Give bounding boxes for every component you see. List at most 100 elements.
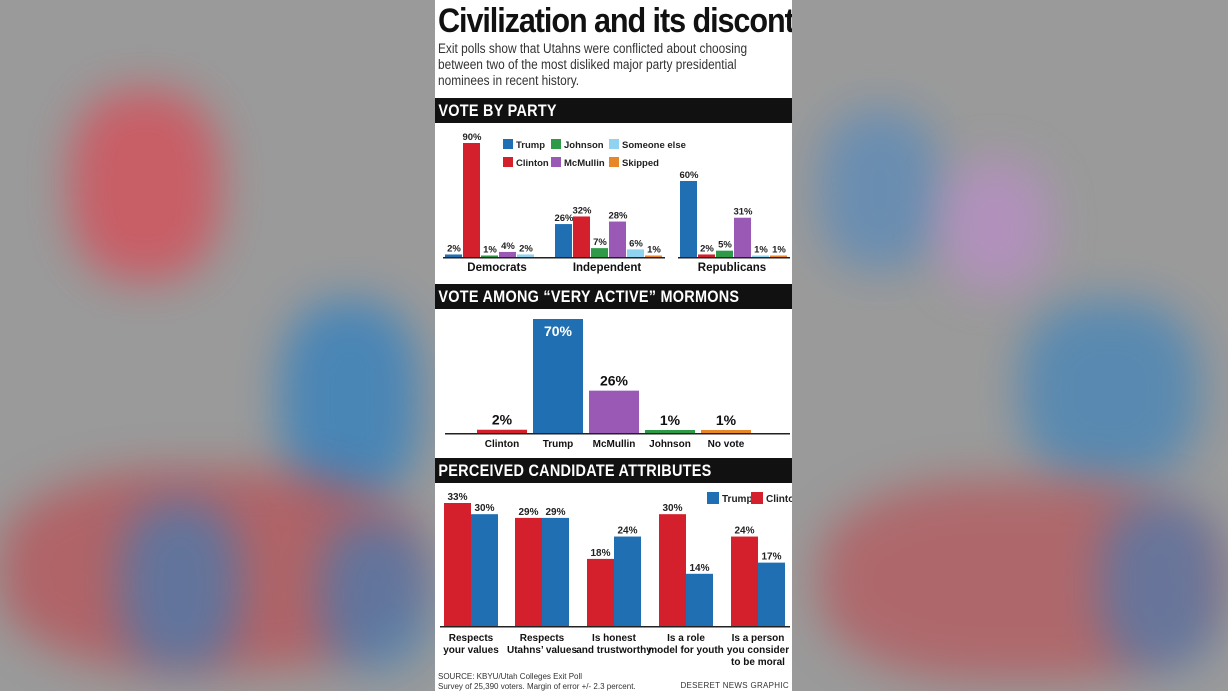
axis-line bbox=[445, 433, 790, 435]
category-label: to be moral bbox=[731, 657, 785, 668]
category-label: model for youth bbox=[648, 645, 724, 656]
data-label: 60% bbox=[679, 170, 699, 181]
category-label: your values bbox=[443, 645, 499, 656]
bar-clinton bbox=[477, 429, 527, 433]
legend-label: McMullin bbox=[564, 158, 605, 169]
data-label: 5% bbox=[718, 240, 732, 251]
legend-label: Trump bbox=[516, 140, 545, 151]
bar-clinton-4 bbox=[659, 514, 686, 626]
bar-trump-1 bbox=[471, 514, 498, 626]
bar-independent-someone-else bbox=[627, 249, 644, 257]
mormon-vote-chart: 2% Clinton 70% Trump 26% McMullin 1% Johnson 1% N… bbox=[445, 319, 790, 450]
category-label: McMullin bbox=[593, 439, 636, 450]
data-label: 1% bbox=[754, 245, 768, 256]
bar-clinton-1 bbox=[444, 503, 471, 626]
section-header-attributes: PERCEIVED CANDIDATE ATTRIBUTES bbox=[435, 458, 792, 483]
data-label: 6% bbox=[629, 238, 643, 249]
data-label: 4% bbox=[501, 241, 515, 252]
data-label: 1% bbox=[660, 412, 681, 428]
category-label: Is a person bbox=[732, 633, 785, 644]
data-label: 1% bbox=[647, 245, 661, 256]
bar-independent-skipped bbox=[645, 255, 662, 257]
data-label: 24% bbox=[617, 526, 637, 537]
category-label: Respects bbox=[520, 633, 565, 644]
category-label: No vote bbox=[708, 439, 745, 450]
category-label: Trump bbox=[543, 439, 574, 450]
bar-trump-3 bbox=[614, 536, 641, 626]
bar-trump-5 bbox=[758, 562, 785, 626]
bar-republicans-someone-else bbox=[752, 255, 769, 257]
data-label: 33% bbox=[447, 492, 467, 503]
data-label: 2% bbox=[519, 243, 533, 254]
bar-republicans-trump bbox=[680, 181, 697, 257]
data-label: 14% bbox=[689, 563, 709, 574]
bar-republicans-johnson bbox=[716, 250, 733, 257]
axis-line bbox=[553, 257, 665, 259]
legend-swatch bbox=[551, 139, 561, 149]
legend-swatch bbox=[707, 492, 719, 504]
data-label: 2% bbox=[700, 243, 714, 254]
data-label: 90% bbox=[462, 132, 482, 143]
legend-label: Someone else bbox=[622, 140, 686, 151]
data-label: 7% bbox=[593, 237, 607, 248]
bar-independent-clinton bbox=[573, 216, 590, 257]
bar-republicans-clinton bbox=[698, 254, 715, 257]
bar-no-vote bbox=[701, 430, 751, 433]
category-label: Johnson bbox=[649, 439, 691, 450]
bar-trump-4 bbox=[686, 573, 713, 626]
category-label: Is honest bbox=[592, 633, 637, 644]
category-label: Respects bbox=[449, 633, 494, 644]
data-label: 24% bbox=[734, 526, 754, 537]
page-title: Civilization and its discontents bbox=[438, 2, 792, 40]
legend-label: Skipped bbox=[622, 158, 659, 169]
bar-democrats-clinton bbox=[463, 143, 480, 257]
category-label: you consider bbox=[727, 645, 789, 656]
bar-republicans-mcmullin bbox=[734, 217, 751, 257]
legend-swatch bbox=[609, 139, 619, 149]
infographic-panel: Civilization and its discontents Exit po… bbox=[435, 0, 792, 691]
legend-swatch bbox=[503, 157, 513, 167]
section-header-mormon: VOTE AMONG “VERY ACTIVE” MORMONS bbox=[435, 284, 792, 309]
data-label: 18% bbox=[590, 548, 610, 559]
data-label: 31% bbox=[733, 207, 753, 218]
bar-trump bbox=[533, 319, 583, 433]
bar-trump-2 bbox=[542, 517, 569, 626]
footer-source: SOURCE: KBYU/Utah Colleges Exit Poll Sur… bbox=[438, 672, 636, 691]
data-label: 26% bbox=[600, 373, 629, 389]
data-label: 2% bbox=[492, 412, 513, 428]
category-label: Utahns’ values bbox=[507, 645, 577, 656]
section-header-party: VOTE BY PARTY bbox=[435, 98, 792, 123]
data-label: 28% bbox=[608, 211, 628, 222]
bar-clinton-5 bbox=[731, 536, 758, 626]
category-label: Democrats bbox=[467, 262, 526, 274]
legend-label: Johnson bbox=[564, 140, 604, 151]
category-label: Clinton bbox=[485, 439, 519, 450]
legend-swatch bbox=[609, 157, 619, 167]
bar-democrats-trump bbox=[445, 254, 462, 257]
data-label: 1% bbox=[483, 245, 497, 256]
data-label: 32% bbox=[572, 205, 592, 216]
bar-republicans-skipped bbox=[770, 255, 787, 257]
category-label: and trustworthy bbox=[576, 645, 652, 656]
footer-credit: DESERET NEWS GRAPHIC bbox=[680, 681, 789, 690]
bar-democrats-someone-else bbox=[517, 254, 534, 257]
legend-label: Trump bbox=[722, 494, 753, 505]
data-label: 30% bbox=[662, 503, 682, 514]
page-subtitle: Exit polls show that Utahns were conflic… bbox=[438, 41, 748, 88]
legend-swatch bbox=[751, 492, 763, 504]
data-label: 29% bbox=[518, 507, 538, 518]
data-label: 2% bbox=[447, 243, 461, 254]
bar-mcmullin bbox=[589, 390, 639, 433]
legend-label: Clinton bbox=[516, 158, 549, 169]
bar-democrats-johnson bbox=[481, 255, 498, 257]
bar-independent-mcmullin bbox=[609, 221, 626, 257]
data-label: 17% bbox=[761, 552, 781, 563]
axis-line bbox=[443, 257, 555, 259]
vote-by-party-chart: 2% 90% 1% 4% 2% Democrats 26%32% 7% 28% 6% 1% Indep… bbox=[443, 132, 790, 274]
bar-democrats-mcmullin bbox=[499, 251, 516, 257]
legend-swatch bbox=[503, 139, 513, 149]
data-label: 70% bbox=[544, 323, 573, 339]
data-label: 1% bbox=[716, 412, 737, 428]
